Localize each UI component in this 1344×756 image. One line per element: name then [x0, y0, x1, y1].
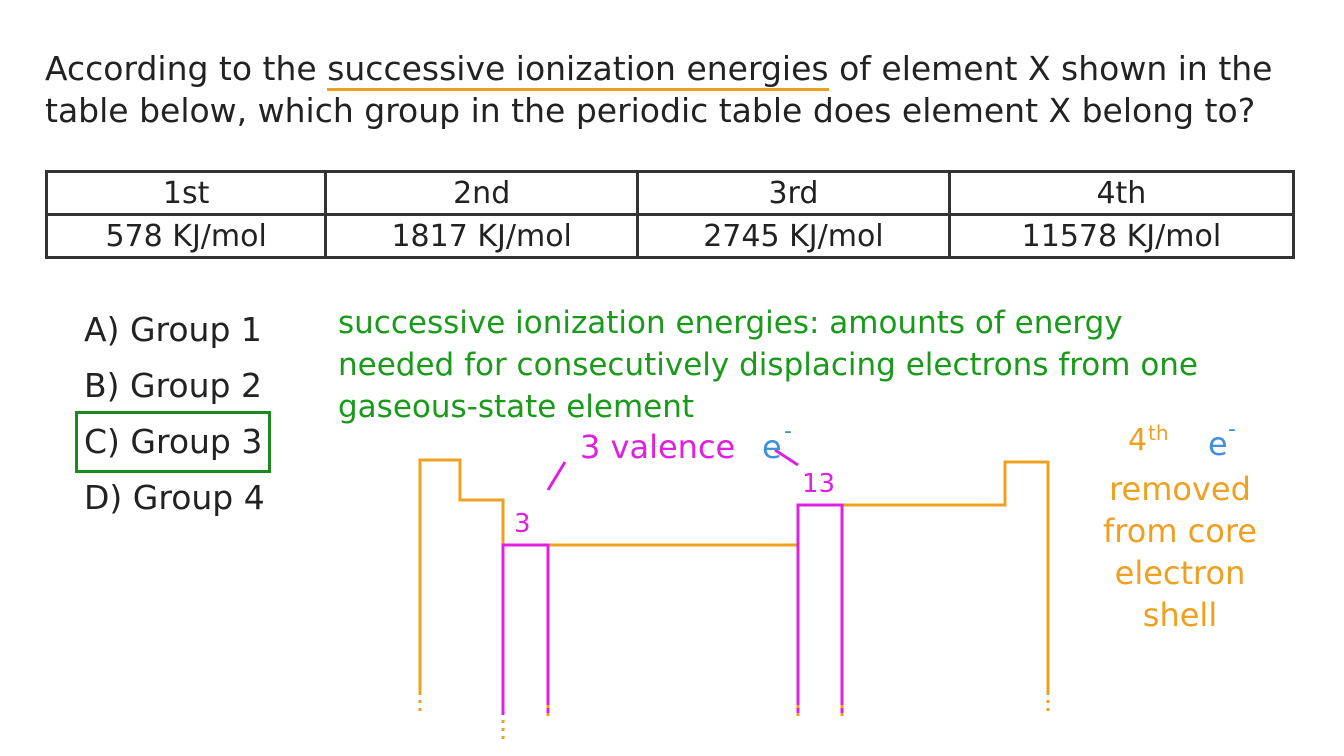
core-line: electron — [1115, 554, 1246, 592]
core-line: from core — [1103, 512, 1257, 550]
options: A) Group 1 B) Group 2 C) Group 3 D) Grou… — [74, 302, 272, 526]
core-line: removed — [1109, 470, 1251, 508]
question-highlight: successive ionization energies — [327, 49, 829, 91]
group-label: 13 — [802, 469, 835, 499]
table-outline — [418, 458, 1050, 695]
core-line: shell — [1143, 596, 1217, 634]
header-cell: 4th — [947, 170, 1296, 216]
value-cell: 11578 KJ/mol — [947, 213, 1296, 259]
question-text: According to the — [45, 49, 317, 88]
core-text: removed from core electron shell — [1103, 470, 1257, 634]
electron-symbol: e — [1208, 425, 1228, 463]
definition: successive ionization energies: amounts … — [338, 305, 1199, 425]
value-cell: 1817 KJ/mol — [324, 213, 640, 259]
value-cell: 2745 KJ/mol — [636, 213, 951, 259]
core-suffix: th — [1148, 421, 1169, 445]
header-cell: 3rd — [636, 170, 951, 216]
ionization-table: 1st 2nd 3rd 4th 578 KJ/mol 1817 KJ/mol 2745 K… — [44, 170, 1296, 259]
electron-symbol: e — [762, 428, 782, 466]
valence-label: 3 valence — [580, 428, 735, 466]
electron-charge: - — [1228, 417, 1236, 442]
question: According to the successive ionization e… — [45, 48, 1315, 132]
group-label: 3 — [514, 509, 531, 539]
arrows — [546, 448, 799, 491]
value-cell: 578 KJ/mol — [44, 213, 328, 259]
option[interactable]: B) Group 2 — [84, 366, 262, 405]
electron-charge: - — [784, 419, 792, 444]
header-cell: 1st — [44, 170, 328, 216]
core-number: 4 — [1128, 423, 1147, 458]
option[interactable]: D) Group 4 — [84, 478, 265, 517]
option[interactable]: A) Group 1 — [84, 310, 262, 349]
question-text: of element X shown in the table below, w… — [45, 49, 1273, 130]
option-selected[interactable]: C) Group 3 — [74, 411, 272, 473]
continuation-dots — [418, 700, 1050, 740]
header-cell: 2nd — [324, 170, 640, 216]
valence-columns — [501, 503, 844, 715]
